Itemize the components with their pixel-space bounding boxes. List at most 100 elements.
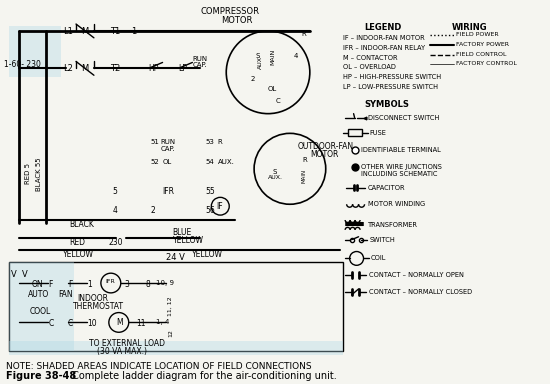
Text: 53: 53 [205, 139, 214, 145]
Text: IFR – INDOOR-FAN RELAY: IFR – INDOOR-FAN RELAY [343, 45, 425, 51]
Text: R: R [302, 31, 306, 37]
Text: CAPACITOR: CAPACITOR [367, 185, 405, 190]
Text: 10: 10 [87, 319, 97, 328]
Text: COOL: COOL [29, 307, 51, 316]
Text: SWITCH: SWITCH [370, 237, 395, 243]
Text: RUN: RUN [192, 56, 207, 61]
Text: CONTACT – NORMALLY CLOSED: CONTACT – NORMALLY CLOSED [368, 289, 472, 295]
Text: 11: 11 [137, 319, 146, 328]
Text: Complete ladder diagram for the air-conditioning unit.: Complete ladder diagram for the air-cond… [69, 371, 337, 381]
Text: MOTOR: MOTOR [310, 150, 338, 159]
Text: BLUE: BLUE [173, 228, 192, 237]
Text: V: V [12, 270, 17, 279]
Text: L1: L1 [63, 27, 73, 36]
Text: COIL: COIL [371, 255, 386, 262]
Text: YELLOW: YELLOW [63, 250, 94, 258]
Text: 1: 1 [131, 27, 136, 36]
Text: M: M [116, 318, 123, 328]
Text: LP: LP [179, 65, 188, 73]
Text: HP: HP [148, 65, 159, 73]
Text: V: V [23, 270, 28, 279]
Text: S: S [272, 169, 277, 175]
Text: FAN: FAN [58, 290, 73, 299]
Text: 3: 3 [125, 280, 130, 289]
Text: 230: 230 [109, 238, 123, 247]
Text: OL – OVERLOAD: OL – OVERLOAD [343, 65, 395, 70]
FancyBboxPatch shape [9, 26, 61, 77]
Text: IDENTIFIABLE TERMINAL: IDENTIFIABLE TERMINAL [361, 147, 441, 153]
Text: FACTORY POWER: FACTORY POWER [456, 42, 509, 47]
Text: 51: 51 [151, 139, 160, 145]
FancyBboxPatch shape [9, 262, 74, 351]
Text: SYMBOLS: SYMBOLS [365, 100, 409, 109]
Text: MOTOR WINDING: MOTOR WINDING [367, 201, 425, 207]
Text: 2: 2 [250, 76, 255, 82]
Text: R: R [217, 139, 222, 145]
Text: C: C [48, 319, 53, 328]
Text: 4: 4 [113, 206, 118, 215]
Text: IF: IF [216, 202, 223, 211]
Text: IFR: IFR [163, 187, 174, 195]
Text: 1-60- 230: 1-60- 230 [4, 60, 41, 70]
Text: 10, 9: 10, 9 [156, 280, 174, 286]
Text: DISCONNECT SWITCH: DISCONNECT SWITCH [367, 115, 439, 121]
Text: 1: 1 [87, 280, 92, 289]
Text: 1, 4: 1, 4 [156, 319, 169, 326]
Text: FACTORY CONTROL: FACTORY CONTROL [456, 61, 517, 66]
Text: 2: 2 [151, 206, 156, 215]
Text: T1: T1 [110, 27, 120, 36]
Text: S: S [255, 53, 260, 59]
Text: RUN: RUN [161, 139, 175, 145]
Text: ON: ON [31, 280, 43, 289]
Text: 56: 56 [205, 206, 215, 215]
Text: Figure 38-48: Figure 38-48 [7, 371, 76, 381]
Text: YELLOW: YELLOW [173, 236, 204, 245]
Text: RED 5: RED 5 [25, 163, 31, 184]
Text: C: C [276, 98, 280, 104]
Text: INDOOR: INDOOR [77, 294, 108, 303]
Text: AUX.: AUX. [218, 159, 235, 165]
Text: NOTE: SHADED AREAS INDICATE LOCATION OF FIELD CONNECTIONS: NOTE: SHADED AREAS INDICATE LOCATION OF … [7, 362, 312, 371]
Text: F: F [68, 280, 73, 289]
Text: MOTOR: MOTOR [222, 16, 253, 25]
Text: OL: OL [163, 159, 172, 165]
Text: AUX: AUX [258, 56, 263, 69]
Text: BLACK 55: BLACK 55 [36, 157, 42, 190]
Text: THERMOSTAT: THERMOSTAT [73, 302, 124, 311]
Text: F: F [48, 280, 53, 289]
Text: LP – LOW-PRESSURE SWITCH: LP – LOW-PRESSURE SWITCH [343, 84, 438, 90]
Text: C: C [68, 319, 73, 328]
Text: 5: 5 [113, 187, 118, 195]
Text: 4: 4 [294, 53, 298, 59]
Text: M: M [81, 27, 89, 36]
Text: CONTACT – NORMALLY OPEN: CONTACT – NORMALLY OPEN [368, 272, 464, 278]
FancyBboxPatch shape [9, 341, 343, 355]
Text: FIELD CONTROL: FIELD CONTROL [456, 51, 507, 56]
Text: 8: 8 [146, 280, 150, 289]
Text: 54: 54 [205, 159, 214, 165]
Text: LEGEND: LEGEND [365, 23, 402, 32]
Text: T2: T2 [110, 65, 120, 73]
Text: IF – INDOOR-FAN MOTOR: IF – INDOOR-FAN MOTOR [343, 35, 425, 41]
Text: L2: L2 [63, 65, 73, 73]
Text: 24 V: 24 V [166, 253, 184, 263]
Text: 55: 55 [205, 187, 215, 195]
Text: 11, 12: 11, 12 [168, 297, 173, 316]
Text: RED: RED [69, 238, 85, 247]
Text: M – CONTACTOR: M – CONTACTOR [343, 55, 397, 61]
Text: OL: OL [268, 86, 277, 92]
Text: FUSE: FUSE [370, 131, 387, 136]
Text: FIELD POWER: FIELD POWER [456, 32, 499, 37]
Text: AUTO: AUTO [28, 290, 50, 299]
Text: 12: 12 [168, 329, 173, 337]
Text: MAIN: MAIN [302, 169, 307, 183]
Text: TO EXTERNAL LOAD: TO EXTERNAL LOAD [89, 339, 165, 348]
Text: CAP.: CAP. [161, 146, 175, 152]
Text: INCLUDING SCHEMATIC: INCLUDING SCHEMATIC [361, 171, 437, 177]
Text: WIRING: WIRING [452, 23, 488, 32]
Text: HP – HIGH-PRESSURE SWITCH: HP – HIGH-PRESSURE SWITCH [343, 74, 441, 80]
Text: YELLOW: YELLOW [192, 250, 223, 258]
Text: OUTDOOR-FAN: OUTDOOR-FAN [298, 142, 354, 151]
Text: (30 VA MAX.): (30 VA MAX.) [97, 347, 147, 356]
Text: IFR: IFR [106, 279, 116, 284]
